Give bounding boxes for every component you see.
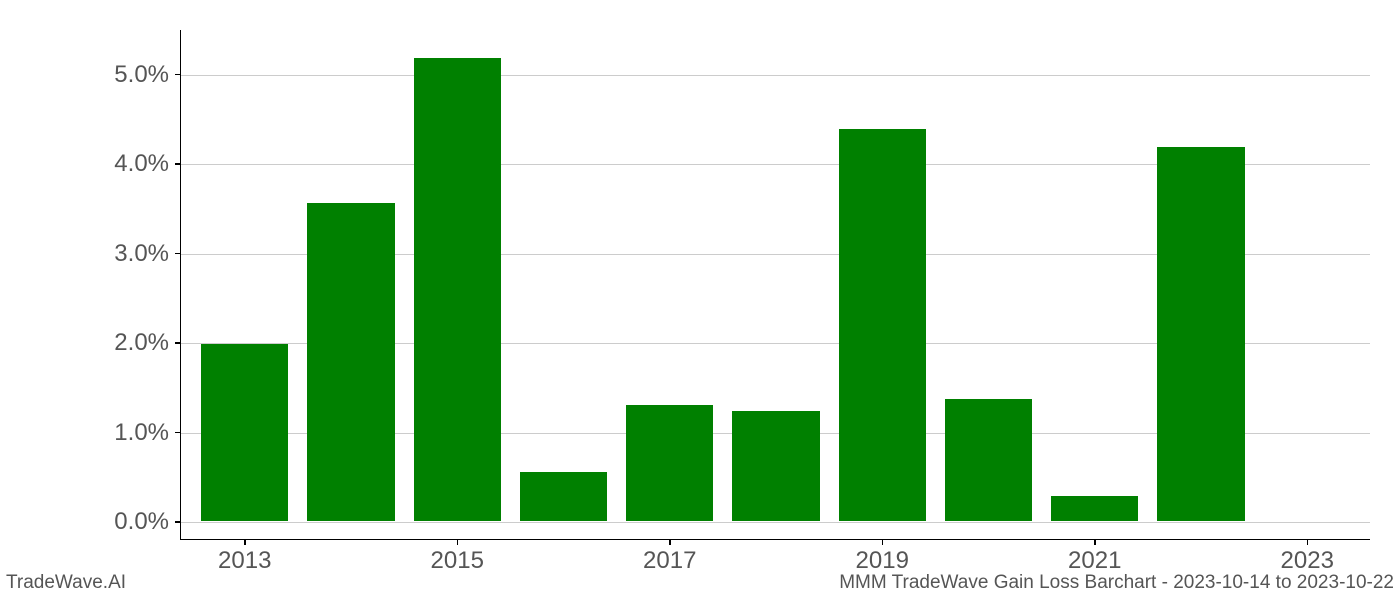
y-tick-mark bbox=[175, 521, 181, 523]
bar bbox=[201, 344, 288, 521]
x-tick-label: 2023 bbox=[1281, 547, 1334, 575]
y-tick-label: 2.0% bbox=[114, 329, 169, 357]
y-tick-mark bbox=[175, 432, 181, 434]
bar bbox=[732, 411, 819, 521]
x-tick-mark bbox=[882, 539, 884, 545]
grid-line bbox=[181, 522, 1370, 523]
y-tick-label: 5.0% bbox=[114, 61, 169, 89]
x-tick-mark bbox=[669, 539, 671, 545]
bar-chart: 0.0%1.0%2.0%3.0%4.0%5.0%2013201520172019… bbox=[180, 30, 1370, 540]
x-tick-mark bbox=[1307, 539, 1309, 545]
y-tick-mark bbox=[175, 253, 181, 255]
grid-line bbox=[181, 75, 1370, 76]
footer-caption: MMM TradeWave Gain Loss Barchart - 2023-… bbox=[839, 572, 1394, 594]
x-tick-label: 2021 bbox=[1068, 547, 1121, 575]
y-tick-mark bbox=[175, 342, 181, 344]
footer-brand: TradeWave.AI bbox=[6, 572, 126, 594]
x-tick-label: 2013 bbox=[218, 547, 271, 575]
y-tick-label: 4.0% bbox=[114, 150, 169, 178]
x-tick-label: 2019 bbox=[856, 547, 909, 575]
bar bbox=[414, 58, 501, 521]
bar bbox=[307, 203, 394, 521]
x-tick-label: 2017 bbox=[643, 547, 696, 575]
bar bbox=[839, 129, 926, 521]
y-tick-label: 3.0% bbox=[114, 240, 169, 268]
x-tick-mark bbox=[457, 539, 459, 545]
y-tick-label: 1.0% bbox=[114, 419, 169, 447]
plot-area: 0.0%1.0%2.0%3.0%4.0%5.0%2013201520172019… bbox=[180, 30, 1370, 540]
y-tick-label: 0.0% bbox=[114, 508, 169, 536]
bar bbox=[1051, 496, 1138, 521]
bar bbox=[945, 399, 1032, 522]
bar bbox=[626, 405, 713, 521]
y-tick-mark bbox=[175, 74, 181, 76]
x-tick-mark bbox=[244, 539, 246, 545]
y-tick-mark bbox=[175, 163, 181, 165]
bar bbox=[520, 472, 607, 521]
x-tick-label: 2015 bbox=[431, 547, 484, 575]
x-tick-mark bbox=[1094, 539, 1096, 545]
bar bbox=[1157, 147, 1244, 521]
